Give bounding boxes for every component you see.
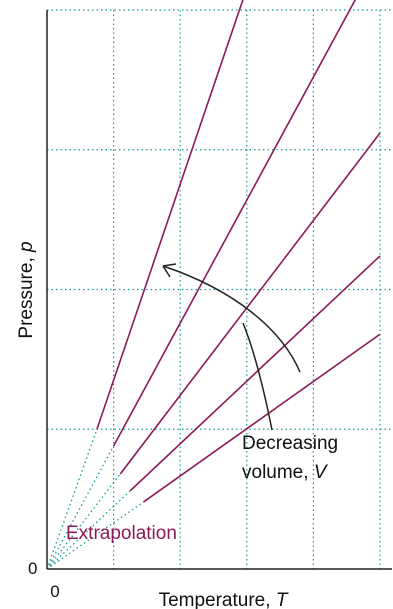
x-origin-label: 0	[50, 582, 59, 601]
volume-label: volume, V	[242, 462, 329, 483]
decreasing-label: Decreasing	[242, 433, 338, 454]
series-line-3	[119, 132, 381, 475]
volume-label-prefix: volume,	[242, 462, 314, 483]
extrapolation-lines	[46, 429, 144, 570]
y-origin-label: 0	[28, 559, 37, 578]
series-lines	[96, 0, 381, 503]
x-axis-label: Temperature, T	[159, 590, 289, 609]
x-axis-variable: T	[276, 590, 289, 609]
extrapolation-label: Extrapolation	[66, 523, 177, 544]
extrapolation-line-3	[46, 473, 121, 570]
series-line-5	[143, 333, 381, 503]
series-line-4	[129, 255, 381, 492]
x-axis-label-prefix: Temperature,	[159, 590, 276, 609]
y-axis-label-prefix: Pressure,	[16, 252, 37, 339]
extrapolation-line-1	[46, 429, 98, 570]
axes	[46, 10, 392, 570]
extrapolation-line-2	[46, 445, 115, 570]
extrapolation-line-4	[46, 490, 131, 570]
decreasing-volume-arrow	[162, 263, 301, 431]
arc-arrow-path	[162, 265, 301, 373]
y-axis-label: Pressure, p	[16, 241, 37, 338]
volume-variable: V	[314, 462, 329, 483]
series-line-1	[96, 0, 244, 430]
grid	[47, 9, 392, 569]
y-axis-variable: p	[16, 241, 37, 253]
arrowhead-icon	[162, 263, 177, 278]
leader-line	[242, 322, 273, 431]
extrapolation-line-5	[46, 501, 144, 570]
series-line-2	[112, 0, 357, 447]
